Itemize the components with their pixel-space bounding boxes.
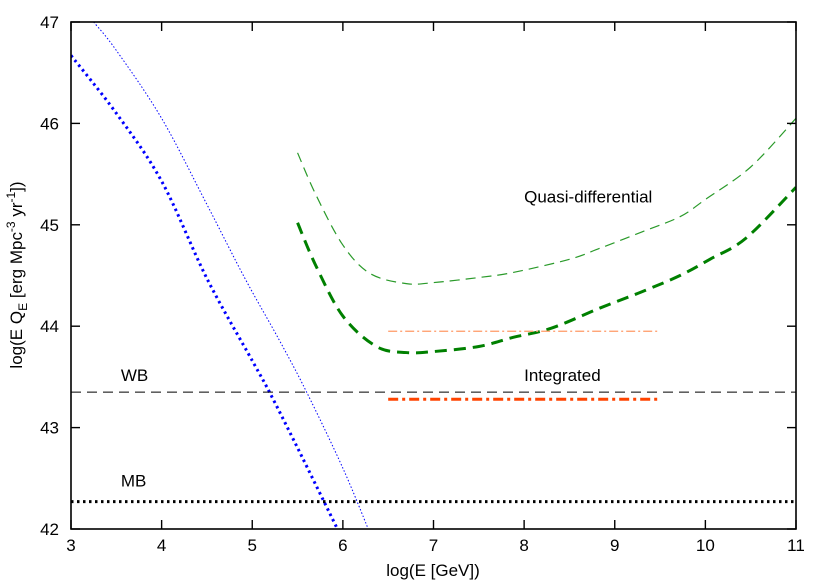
annotation-integrated: Integrated bbox=[524, 366, 601, 385]
series-quasi-differential-thick bbox=[296, 186, 796, 355]
annotation-mb: MB bbox=[121, 471, 147, 490]
x-tick-label: 10 bbox=[696, 536, 715, 555]
x-tick-label: 6 bbox=[338, 536, 347, 555]
x-tick-label: 4 bbox=[157, 536, 166, 555]
series-blue-thick-dotted bbox=[71, 54, 339, 529]
y-tick-label: 43 bbox=[40, 419, 59, 438]
y-axis-title: log(E QE [erg Mpc-3 yr-1]) bbox=[4, 181, 30, 368]
x-tick-label: 11 bbox=[787, 536, 805, 555]
x-tick-label: 7 bbox=[429, 536, 438, 555]
plot-frame bbox=[70, 21, 797, 530]
x-axis-title: log(E [GeV]) bbox=[386, 561, 480, 580]
annotations: Quasi-differential Integrated WB MB bbox=[121, 187, 652, 490]
y-tick-label: 46 bbox=[40, 114, 59, 133]
y-tick-label: 47 bbox=[40, 13, 59, 32]
series-layer bbox=[71, 22, 796, 529]
x-tick-label: 5 bbox=[248, 536, 257, 555]
x-tick-label: 8 bbox=[519, 536, 528, 555]
y-tick-label: 45 bbox=[40, 216, 59, 235]
series-quasi-differential-thin bbox=[297, 117, 796, 285]
y-tick-label: 44 bbox=[40, 317, 59, 336]
x-tick-label: 9 bbox=[610, 536, 619, 555]
x-tick-label: 3 bbox=[66, 536, 75, 555]
svg-text:log(E QE [erg Mpc-3 yr-1]): log(E QE [erg Mpc-3 yr-1]) bbox=[4, 181, 30, 368]
series-blue-thin-dotted bbox=[93, 22, 369, 529]
annotation-quasi-differential: Quasi-differential bbox=[524, 187, 652, 206]
annotation-wb: WB bbox=[121, 366, 148, 385]
y-tick-label: 42 bbox=[40, 520, 59, 539]
